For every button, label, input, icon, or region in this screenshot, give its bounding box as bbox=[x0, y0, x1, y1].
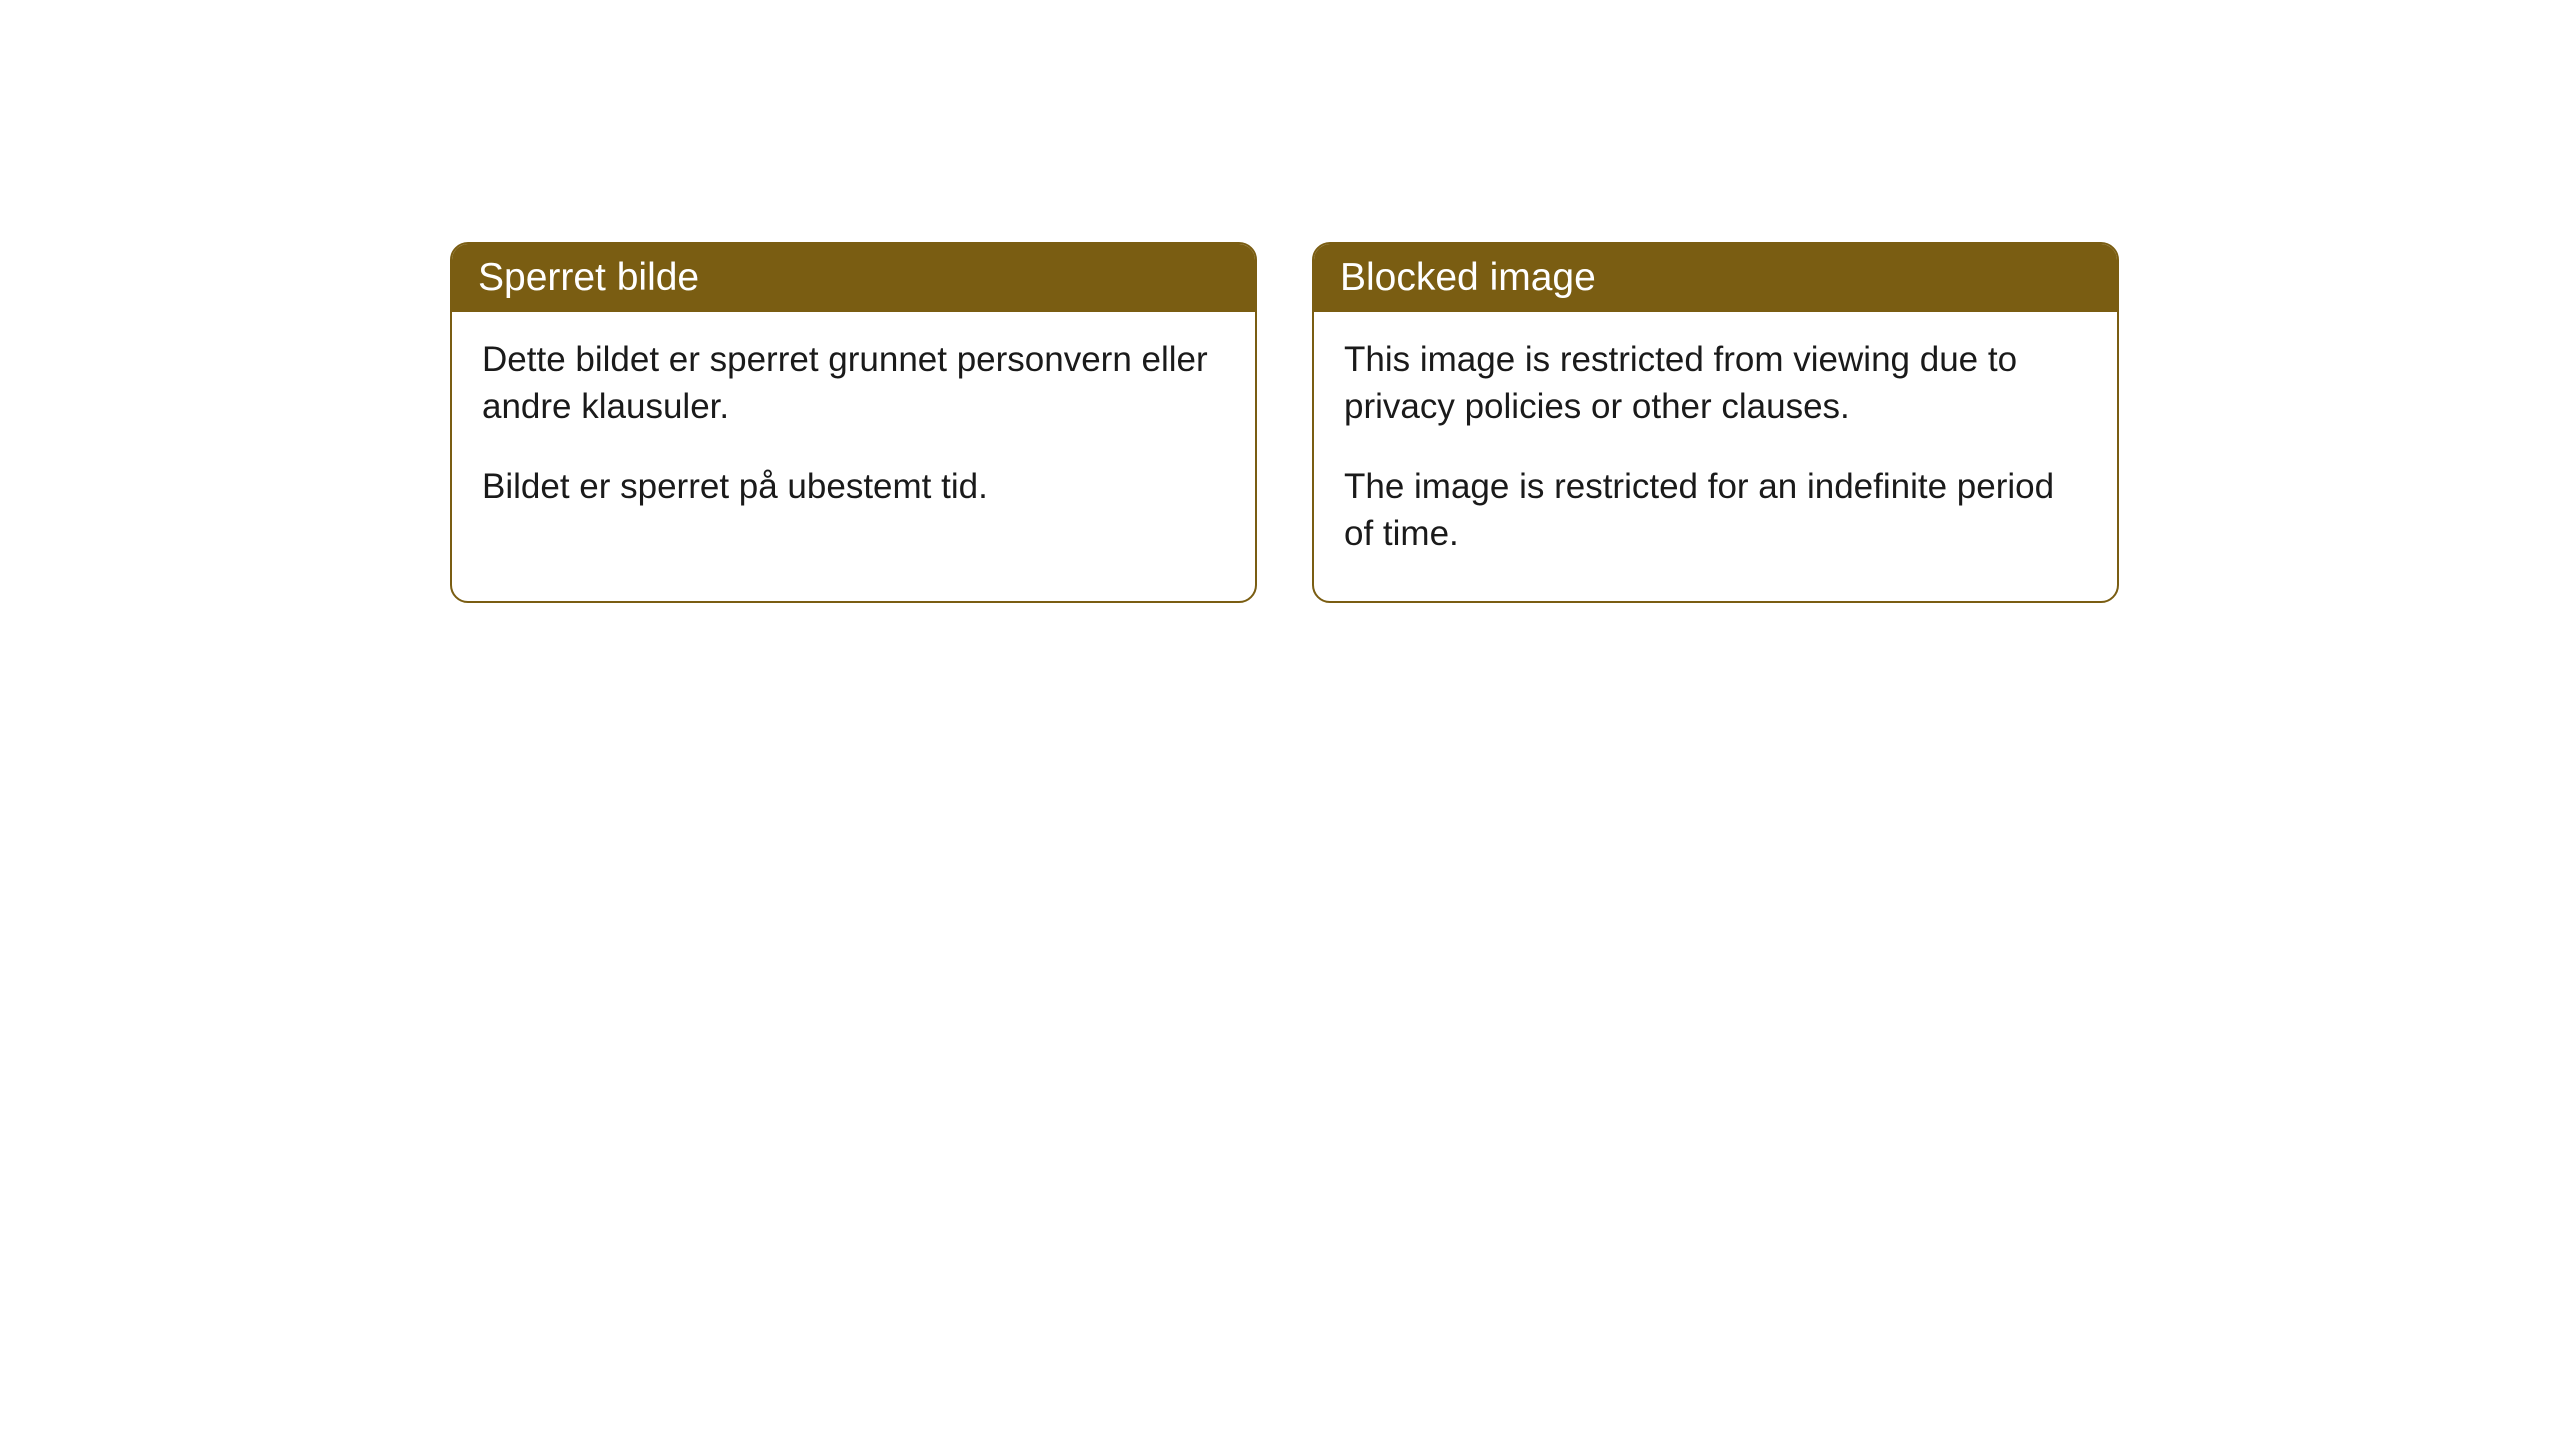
card-text-en-p2: The image is restricted for an indefinit… bbox=[1344, 463, 2087, 558]
card-title-no: Sperret bilde bbox=[478, 256, 699, 299]
blocked-image-card-no: Sperret bilde Dette bildet er sperret gr… bbox=[450, 242, 1257, 603]
card-title-en: Blocked image bbox=[1340, 256, 1596, 299]
card-text-no-p2: Bildet er sperret på ubestemt tid. bbox=[482, 463, 1225, 510]
card-header-no: Sperret bilde bbox=[452, 244, 1255, 312]
card-body-en: This image is restricted from viewing du… bbox=[1314, 312, 2117, 601]
card-body-no: Dette bildet er sperret grunnet personve… bbox=[452, 312, 1255, 554]
notice-cards-container: Sperret bilde Dette bildet er sperret gr… bbox=[450, 242, 2119, 603]
blocked-image-card-en: Blocked image This image is restricted f… bbox=[1312, 242, 2119, 603]
card-header-en: Blocked image bbox=[1314, 244, 2117, 312]
card-text-en-p1: This image is restricted from viewing du… bbox=[1344, 336, 2087, 431]
card-text-no-p1: Dette bildet er sperret grunnet personve… bbox=[482, 336, 1225, 431]
